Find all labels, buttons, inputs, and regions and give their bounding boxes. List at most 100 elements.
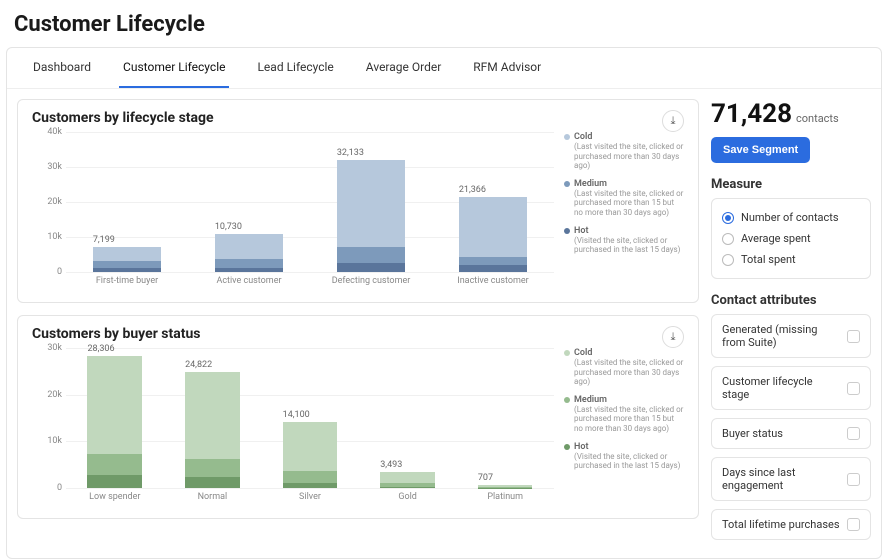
legend-title: Medium	[574, 395, 607, 405]
download-icon[interactable]: ⤓	[662, 326, 684, 348]
contact-attribute-item[interactable]: Buyer status	[711, 418, 871, 449]
attribute-label: Generated (missing from Suite)	[722, 323, 841, 349]
bar-slot: 10,730	[188, 132, 310, 272]
bar-slot: 28,306	[66, 348, 164, 488]
main-container: Dashboard Customer Lifecycle Lead Lifecycl…	[6, 47, 882, 559]
contact-attributes-list: Generated (missing from Suite) Customer l…	[711, 314, 871, 540]
bar-value-label: 24,822	[185, 360, 212, 370]
panel-title: Customers by lifecycle stage	[32, 110, 684, 126]
metric-contacts: 71,428 contacts	[711, 99, 871, 129]
metric-unit: contacts	[796, 112, 839, 125]
bar-segment-medium	[87, 454, 142, 475]
panel-buyer-status: Customers by buyer status ⤓ 010k20k30k28…	[17, 315, 699, 519]
radio-icon	[722, 212, 734, 224]
bar-segment-cold	[380, 472, 435, 484]
bar-segment-cold	[185, 372, 240, 458]
y-tick: 20k	[47, 197, 62, 207]
chart-area-2: 010k20k30k28,30624,82214,1003,493707Low …	[32, 348, 684, 508]
bar-value-label: 28,306	[87, 344, 114, 354]
bar-segment-hot	[185, 477, 240, 488]
contact-attribute-item[interactable]: Days since last engagement	[711, 457, 871, 501]
contact-attribute-item[interactable]: Generated (missing from Suite)	[711, 314, 871, 358]
y-tick: 40k	[47, 127, 62, 137]
bar-stack[interactable]: 10,730	[215, 234, 283, 272]
left-column: Customers by lifecycle stage ⤓ 010k20k30…	[17, 99, 699, 519]
bar-segment-medium	[337, 247, 405, 263]
x-label: First-time buyer	[66, 272, 188, 292]
save-segment-button[interactable]: Save Segment	[711, 137, 810, 163]
legend-item: Hot(Visited the site, clicked or purchas…	[564, 226, 684, 255]
bar-segment-cold	[215, 234, 283, 258]
chart-area-1: 010k20k30k40k7,19910,73032,13321,366Firs…	[32, 132, 684, 292]
legend-item: Cold(Last visited the site, clicked or p…	[564, 132, 684, 171]
measure-option[interactable]: Average spent	[722, 228, 860, 249]
measure-option-label: Average spent	[741, 232, 811, 245]
y-tick: 30k	[47, 343, 62, 353]
y-tick: 20k	[47, 390, 62, 400]
legend-title: Hot	[574, 442, 589, 452]
bar-slot: 32,133	[310, 132, 432, 272]
tab-rfm-advisor[interactable]: RFM Advisor	[469, 48, 545, 88]
x-label: Normal	[164, 488, 262, 508]
bar-slot: 707	[456, 348, 554, 488]
y-tick: 10k	[47, 232, 62, 242]
tab-customer-lifecycle[interactable]: Customer Lifecycle	[119, 48, 229, 88]
tab-average-order[interactable]: Average Order	[362, 48, 445, 88]
legend-dot	[564, 397, 570, 403]
contact-attribute-item[interactable]: Total lifetime purchases	[711, 509, 871, 540]
checkbox-icon	[847, 330, 860, 343]
radio-icon	[722, 233, 734, 245]
bar-segment-medium	[459, 257, 527, 266]
download-icon[interactable]: ⤓	[662, 110, 684, 132]
bar-segment-cold	[337, 160, 405, 247]
legend-desc: (Last visited the site, clicked or purch…	[574, 142, 684, 171]
legend-item: Cold(Last visited the site, clicked or p…	[564, 348, 684, 387]
attribute-label: Total lifetime purchases	[722, 518, 840, 531]
bar-segment-hot	[87, 475, 142, 488]
content-row: Customers by lifecycle stage ⤓ 010k20k30…	[7, 89, 881, 558]
page-title: Customer Lifecycle	[0, 0, 888, 47]
bar-stack[interactable]: 28,306	[87, 356, 142, 488]
chart-1: 010k20k30k40k7,19910,73032,13321,366Firs…	[32, 132, 554, 292]
legend-item: Medium(Last visited the site, clicked or…	[564, 179, 684, 218]
measure-option[interactable]: Total spent	[722, 249, 860, 270]
bar-slot: 3,493	[359, 348, 457, 488]
contact-attribute-item[interactable]: Customer lifecycle stage	[711, 366, 871, 410]
bar-value-label: 7,199	[93, 235, 115, 245]
bar-stack[interactable]: 3,493	[380, 472, 435, 488]
measure-option-label: Number of contacts	[741, 211, 839, 224]
measure-options: Number of contacts Average spent Total spe…	[711, 198, 871, 279]
checkbox-icon	[847, 518, 860, 531]
tab-lead-lifecycle[interactable]: Lead Lifecycle	[253, 48, 337, 88]
bar-stack[interactable]: 32,133	[337, 160, 405, 272]
x-label: Gold	[359, 488, 457, 508]
legend-title: Hot	[574, 226, 589, 236]
y-tick: 30k	[47, 162, 62, 172]
bar-segment-hot	[337, 263, 405, 272]
metric-value: 71,428	[711, 99, 792, 129]
legend-2: Cold(Last visited the site, clicked or p…	[554, 348, 684, 508]
bar-segment-cold	[283, 422, 338, 471]
bar-value-label: 3,493	[380, 460, 402, 470]
checkbox-icon	[847, 473, 860, 486]
right-sidebar: 71,428contacts Save Segment Measure Numb…	[711, 99, 871, 548]
legend-dot	[564, 134, 570, 140]
bar-value-label: 21,366	[459, 185, 486, 195]
contact-attributes-label: Contact attributes	[711, 293, 871, 308]
panel-title: Customers by buyer status	[32, 326, 684, 342]
x-label: Silver	[261, 488, 359, 508]
measure-option-label: Total spent	[741, 253, 796, 266]
bar-stack[interactable]: 7,199	[93, 247, 161, 272]
legend-desc: (Visited the site, clicked or purchased …	[574, 236, 684, 255]
legend-item: Hot(Visited the site, clicked or purchas…	[564, 442, 684, 471]
bar-stack[interactable]: 14,100	[283, 422, 338, 488]
bar-slot: 21,366	[432, 132, 554, 272]
bar-stack[interactable]: 21,366	[459, 197, 527, 272]
legend-title: Cold	[574, 348, 592, 358]
bar-stack[interactable]: 24,822	[185, 372, 240, 488]
tab-dashboard[interactable]: Dashboard	[29, 48, 95, 88]
measure-option[interactable]: Number of contacts	[722, 207, 860, 228]
legend-desc: (Visited the site, clicked or purchased …	[574, 452, 684, 471]
attribute-label: Days since last engagement	[722, 466, 841, 492]
bar-slot: 7,199	[66, 132, 188, 272]
